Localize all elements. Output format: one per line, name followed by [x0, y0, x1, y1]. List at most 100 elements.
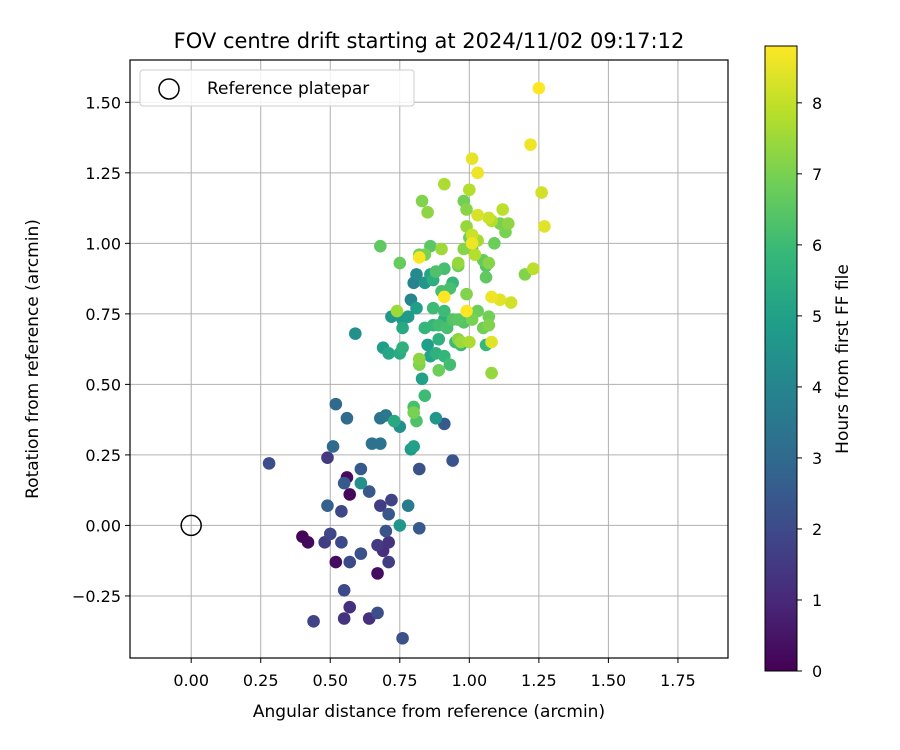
data-point — [382, 347, 395, 360]
data-point — [532, 81, 546, 95]
data-point — [482, 211, 496, 225]
colorbar-tick-label: 0 — [812, 662, 822, 681]
data-point — [307, 615, 320, 628]
data-point — [337, 476, 351, 490]
data-point — [524, 138, 537, 151]
data-point — [465, 152, 479, 166]
data-point — [496, 203, 510, 216]
data-point — [460, 304, 473, 318]
data-point — [396, 631, 409, 645]
data-point — [437, 177, 451, 191]
data-point — [482, 318, 496, 332]
data-point — [465, 237, 479, 250]
y-tick-label: 0.25 — [85, 446, 121, 465]
colorbar-tick-label: 5 — [812, 307, 822, 326]
data-point — [393, 519, 407, 532]
legend: Reference platepar — [139, 69, 415, 107]
data-point — [321, 499, 334, 512]
data-point — [379, 524, 393, 538]
data-point — [382, 507, 395, 521]
data-point — [329, 397, 343, 411]
data-point — [463, 183, 476, 197]
x-tick-label: 0.25 — [243, 671, 279, 690]
data-point — [329, 555, 343, 569]
colorbar-tick-label: 7 — [812, 165, 822, 184]
data-point — [432, 363, 446, 377]
data-point — [374, 239, 387, 253]
colorbar-gradient — [764, 45, 798, 672]
data-point — [446, 454, 459, 467]
x-tick-label: 0.75 — [382, 671, 418, 690]
x-tick-label: 1.00 — [452, 671, 488, 690]
y-tick-label: −0.25 — [72, 587, 121, 606]
colorbar-label: Hours from first FF file — [833, 264, 853, 454]
x-axis-label: Angular distance from reference (arcmin) — [253, 702, 605, 722]
data-point — [412, 251, 426, 264]
reference-platepar-marker — [180, 514, 202, 537]
data-point — [387, 414, 401, 428]
colorbar-tick-label: 8 — [812, 94, 822, 113]
y-tick-label: 1.50 — [85, 93, 121, 112]
data-point — [301, 536, 315, 549]
data-point — [443, 358, 457, 371]
data-point — [335, 536, 348, 549]
colorbar-ticks: 0 1 2 3 4 5 6 7 8 — [797, 94, 822, 681]
data-point — [429, 411, 443, 425]
data-point — [393, 256, 407, 270]
data-point — [410, 268, 423, 281]
data-point — [354, 462, 368, 476]
data-point — [460, 287, 473, 301]
data-point — [390, 304, 404, 318]
colorbar-tick-label: 2 — [812, 520, 822, 539]
y-tick-label: 0.75 — [85, 305, 121, 324]
data-point — [343, 555, 357, 569]
y-tick-label: 1.25 — [85, 164, 121, 183]
data-point — [385, 493, 398, 507]
data-point — [335, 505, 348, 518]
data-point — [471, 208, 484, 222]
data-point — [371, 606, 384, 620]
plot-frame — [129, 59, 729, 659]
data-point — [412, 352, 426, 366]
x-tick-label: 1.75 — [660, 671, 696, 690]
data-point — [401, 310, 415, 323]
colorbar-tick-label: 6 — [812, 236, 822, 255]
data-point — [343, 488, 357, 501]
data-point — [382, 536, 395, 549]
colorbar-tick-label: 4 — [812, 378, 822, 397]
data-point — [432, 332, 446, 346]
data-point — [415, 372, 429, 386]
data-point — [488, 237, 501, 250]
data-point — [460, 203, 473, 216]
data-point — [468, 248, 482, 261]
data-point — [485, 335, 498, 349]
data-point — [437, 304, 451, 318]
data-point — [343, 600, 357, 614]
data-point — [407, 406, 421, 419]
data-point — [412, 521, 426, 535]
data-point — [426, 301, 440, 315]
chart-title: FOV centre drift starting at 2024/11/02 … — [174, 29, 685, 53]
data-point — [340, 411, 354, 425]
y-tick-label: 1.00 — [85, 234, 121, 253]
data-point — [326, 440, 340, 453]
data-point — [354, 547, 368, 560]
data-point — [415, 194, 429, 208]
data-point — [501, 217, 515, 230]
data-point — [410, 301, 423, 315]
data-point — [463, 335, 476, 349]
data-point — [435, 242, 448, 256]
data-point — [371, 567, 384, 580]
y-tick-label: 0.00 — [85, 516, 121, 535]
data-point — [362, 485, 376, 498]
data-point — [421, 206, 434, 219]
data-point — [451, 313, 465, 326]
data-point — [337, 584, 351, 597]
data-point — [418, 389, 432, 402]
data-point — [396, 341, 409, 355]
data-point — [374, 499, 387, 512]
data-point — [535, 186, 548, 199]
data-point — [371, 538, 384, 552]
data-point — [262, 457, 276, 470]
